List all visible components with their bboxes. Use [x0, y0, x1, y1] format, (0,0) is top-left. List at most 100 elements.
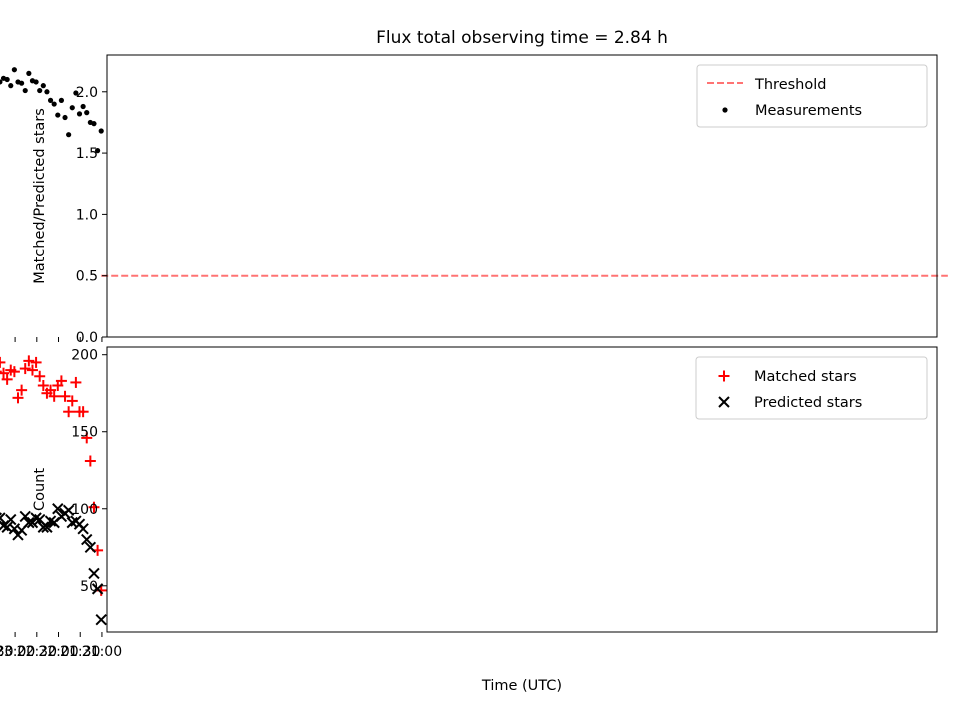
count-series-1	[0, 503, 107, 626]
xtick-label: 22:30	[17, 644, 57, 660]
measurement-point	[8, 83, 14, 89]
predicted-point	[81, 533, 93, 546]
figure-title: Flux total observing time = 2.84 h	[376, 28, 668, 48]
measurement-point	[76, 111, 83, 117]
measurement-point	[87, 119, 93, 126]
matched-point	[12, 392, 24, 404]
count-panel: 50 100 150 200 Count Matched stars Predicted s…	[0, 346, 938, 660]
legend-label: Predicted stars	[754, 395, 862, 411]
matched-point	[88, 501, 100, 513]
ratio-ytick-label: 1.0	[76, 207, 98, 223]
legend-predicted-swatch	[718, 396, 730, 408]
measurement-point	[29, 78, 36, 84]
measurement-point	[15, 79, 21, 85]
matched-point	[41, 387, 53, 399]
matched-point	[37, 380, 49, 392]
ratio-y-axis-label: Matched/Predicted stars	[32, 108, 48, 284]
ratio-panel: 0.0 0.5 1.0 1.5 2.0 Matched/Predicted stars Th…	[0, 54, 948, 346]
matched-point	[66, 395, 78, 407]
measurement-point	[22, 87, 28, 94]
count-ytick-label: 100	[71, 502, 98, 518]
measurement-point	[11, 67, 17, 73]
measurement-point	[55, 112, 61, 118]
measurement-point	[69, 105, 75, 111]
matched-point	[16, 384, 28, 396]
matched-point	[81, 432, 93, 444]
count-legend: Matched stars Predicted stars	[695, 356, 928, 420]
predicted-point	[91, 583, 104, 595]
matched-point	[63, 406, 75, 418]
measurement-point	[44, 89, 50, 95]
matched-point	[70, 376, 82, 388]
legend-frame	[695, 356, 928, 420]
ratio-axes-frame	[106, 54, 938, 338]
predicted-point	[88, 567, 100, 580]
ratio-ytick-label: 2.0	[76, 85, 98, 101]
matched-point	[26, 364, 38, 376]
xtick-label: 22:00	[38, 644, 78, 660]
measurement-point	[73, 90, 79, 96]
predicted-point	[37, 521, 50, 533]
predicted-point	[33, 513, 46, 526]
ratio-ytick-label: 0.5	[76, 269, 98, 285]
count-axes-frame	[106, 346, 938, 633]
xtick-label: 21:00	[82, 644, 122, 660]
predicted-point	[95, 613, 107, 626]
measurement-point	[26, 70, 32, 76]
x-axis-label: Time (UTC)	[481, 678, 562, 694]
ratio-legend: Threshold Measurements	[696, 64, 928, 128]
legend-frame	[696, 64, 928, 128]
predicted-point	[48, 516, 60, 529]
measurement-point	[0, 75, 7, 81]
ratio-ytick-label: 0.0	[76, 330, 98, 346]
count-ytick-label: 150	[71, 425, 98, 441]
matched-point	[5, 364, 17, 376]
ratio-series-0	[0, 67, 104, 154]
measurement-point	[80, 103, 86, 110]
xtick-label: 21:30	[60, 644, 100, 660]
measurement-point	[98, 128, 104, 134]
count-ytick-label: 200	[71, 348, 98, 364]
count-ytick-label: 50	[80, 579, 98, 595]
matched-point	[52, 380, 64, 392]
matched-point	[23, 355, 35, 367]
xtick-label: 23:00	[0, 644, 35, 660]
matched-point	[19, 363, 31, 375]
count-series-0	[0, 355, 107, 596]
matched-point	[95, 584, 107, 596]
measurement-point	[62, 114, 68, 121]
measurement-point	[58, 97, 65, 103]
matched-point	[1, 373, 13, 385]
matched-point	[30, 356, 42, 368]
measurement-point	[94, 148, 101, 154]
legend-label: Matched stars	[754, 369, 857, 385]
legend-label: Threshold	[754, 77, 826, 93]
predicted-point	[19, 510, 31, 523]
matched-point	[0, 367, 10, 379]
matched-point	[59, 390, 71, 402]
measurement-point	[47, 97, 54, 103]
xtick-label: 23:30	[0, 644, 14, 660]
legend-matched-swatch	[718, 370, 730, 382]
measurement-point	[51, 101, 57, 107]
matched-point	[0, 356, 6, 368]
matched-point	[84, 455, 96, 467]
measurement-point	[66, 132, 72, 138]
legend-label: Measurements	[755, 103, 862, 119]
matched-point	[34, 370, 46, 382]
measurement-point	[37, 87, 43, 94]
legend-measurement-swatch	[722, 107, 728, 113]
predicted-point	[70, 515, 82, 527]
predicted-point	[12, 529, 24, 541]
count-y-axis-label: Count	[32, 468, 48, 511]
predicted-point	[84, 541, 97, 553]
predicted-point	[66, 516, 78, 529]
measurement-point	[84, 110, 90, 116]
matched-point	[48, 390, 60, 402]
matched-point	[74, 406, 86, 418]
ratio-ytick-label: 1.5	[76, 146, 98, 162]
predicted-point	[52, 503, 64, 515]
predicted-point	[1, 521, 13, 533]
measurement-point	[0, 79, 3, 85]
